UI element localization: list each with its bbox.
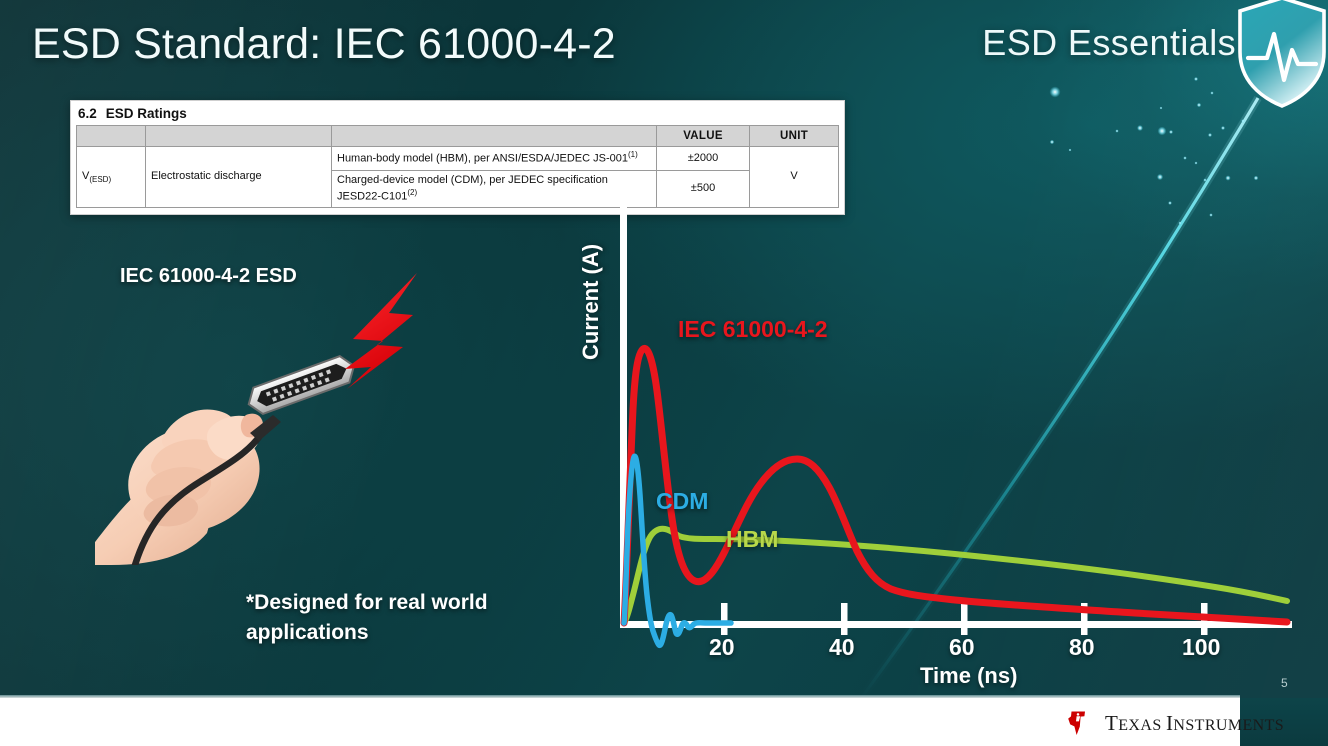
symbol-subscript: (ESD) <box>89 174 112 184</box>
description-cell-hbm: Human-body model (HBM), per ANSI/ESDA/JE… <box>331 146 657 171</box>
description-text-cdm: Charged-device model (CDM), per JEDEC sp… <box>337 173 608 203</box>
footer-divider <box>0 695 1240 698</box>
table-row: V(ESD) Electrostatic discharge Human-bod… <box>76 146 839 208</box>
table-section-number: 6.2 <box>78 106 97 121</box>
esd-waveform-chart <box>620 195 1292 649</box>
description-cell-cdm: Charged-device model (CDM), per JEDEC sp… <box>331 169 657 208</box>
table-section-title: ESD Ratings <box>105 106 187 121</box>
footnote-cdm: (2) <box>407 187 418 197</box>
x-tick-80: 80 <box>1069 634 1095 660</box>
curve-iec-61000-4-2 <box>620 344 1291 627</box>
chart-x-axis-label: Time (ns) <box>920 663 1018 688</box>
curve-label-hbm: HBM <box>726 526 779 552</box>
x-tick-40: 40 <box>829 634 855 660</box>
curve-cdm <box>621 453 734 649</box>
connector-boot <box>250 415 281 441</box>
symbol-text: V <box>82 169 90 182</box>
ti-word-nstruments: NSTRUMENTS <box>1173 716 1285 734</box>
header-value: VALUE <box>656 124 750 148</box>
page-title: ESD Standard: IEC 61000-4-2 <box>32 20 616 68</box>
x-axis-line <box>620 621 1292 628</box>
header-symbol-cell <box>76 124 146 148</box>
ti-texas-mark-icon <box>1068 711 1085 735</box>
slide-number: 5 <box>1281 676 1288 690</box>
texas-instruments-logo: TEXAS INSTRUMENTS <box>1064 706 1294 740</box>
header-unit: UNIT <box>749 124 839 148</box>
illustration-label: IEC 61000-4-2 ESD <box>120 265 297 287</box>
finger-ring <box>145 466 212 505</box>
esd-ratings-table: 6.2 ESD Ratings VALUE UNIT V(ESD) Electro… <box>70 100 845 215</box>
curve-label-cdm: CDM <box>656 488 709 514</box>
header-description-cell <box>331 124 657 148</box>
lightning-bolt-icon <box>345 273 417 389</box>
ti-wordmark: TEXAS INSTRUMENTS <box>1105 711 1284 736</box>
table-caption: 6.2 ESD Ratings <box>76 104 839 125</box>
ti-word-exas: EXAS <box>1118 716 1167 734</box>
hdmi-connector <box>247 355 356 416</box>
table-row: Charged-device model (CDM), per JEDEC sp… <box>77 169 839 208</box>
description-text-hbm: Human-body model (HBM), per ANSI/ESDA/JE… <box>337 153 628 166</box>
symbol-cell: V(ESD) <box>76 146 146 208</box>
shield-pulse-icon <box>1238 0 1326 108</box>
table-header-row: VALUE UNIT <box>76 124 839 148</box>
value-cell-hbm: ±2000 <box>656 146 750 171</box>
real-world-note: *Designed for real world applications <box>246 591 488 645</box>
footer-bar <box>0 698 1240 746</box>
curve-label-iec: IEC 61000-4-2 <box>678 316 828 342</box>
x-tick-100: 100 <box>1182 634 1221 660</box>
y-axis-line <box>620 195 627 627</box>
ratings-grid: VALUE UNIT V(ESD) Electrostatic discharg… <box>76 124 839 208</box>
ti-word-t: T <box>1105 710 1119 735</box>
esd-discharge-illustration <box>95 273 417 565</box>
unit-cell: V <box>749 146 839 208</box>
x-axis-ticks <box>721 603 1208 635</box>
x-tick-20: 20 <box>709 634 735 660</box>
ti-word-i: I <box>1166 710 1174 735</box>
footer-right-corner <box>1240 698 1328 746</box>
cable <box>131 433 263 565</box>
x-tick-60: 60 <box>949 634 975 660</box>
footnote-hbm: (1) <box>628 150 638 160</box>
value-cell-cdm: ±500 <box>656 169 750 208</box>
parameter-cell: Electrostatic discharge <box>145 146 332 208</box>
header-parameter-cell <box>145 124 332 148</box>
brand-label: ESD Essentials <box>982 22 1236 63</box>
